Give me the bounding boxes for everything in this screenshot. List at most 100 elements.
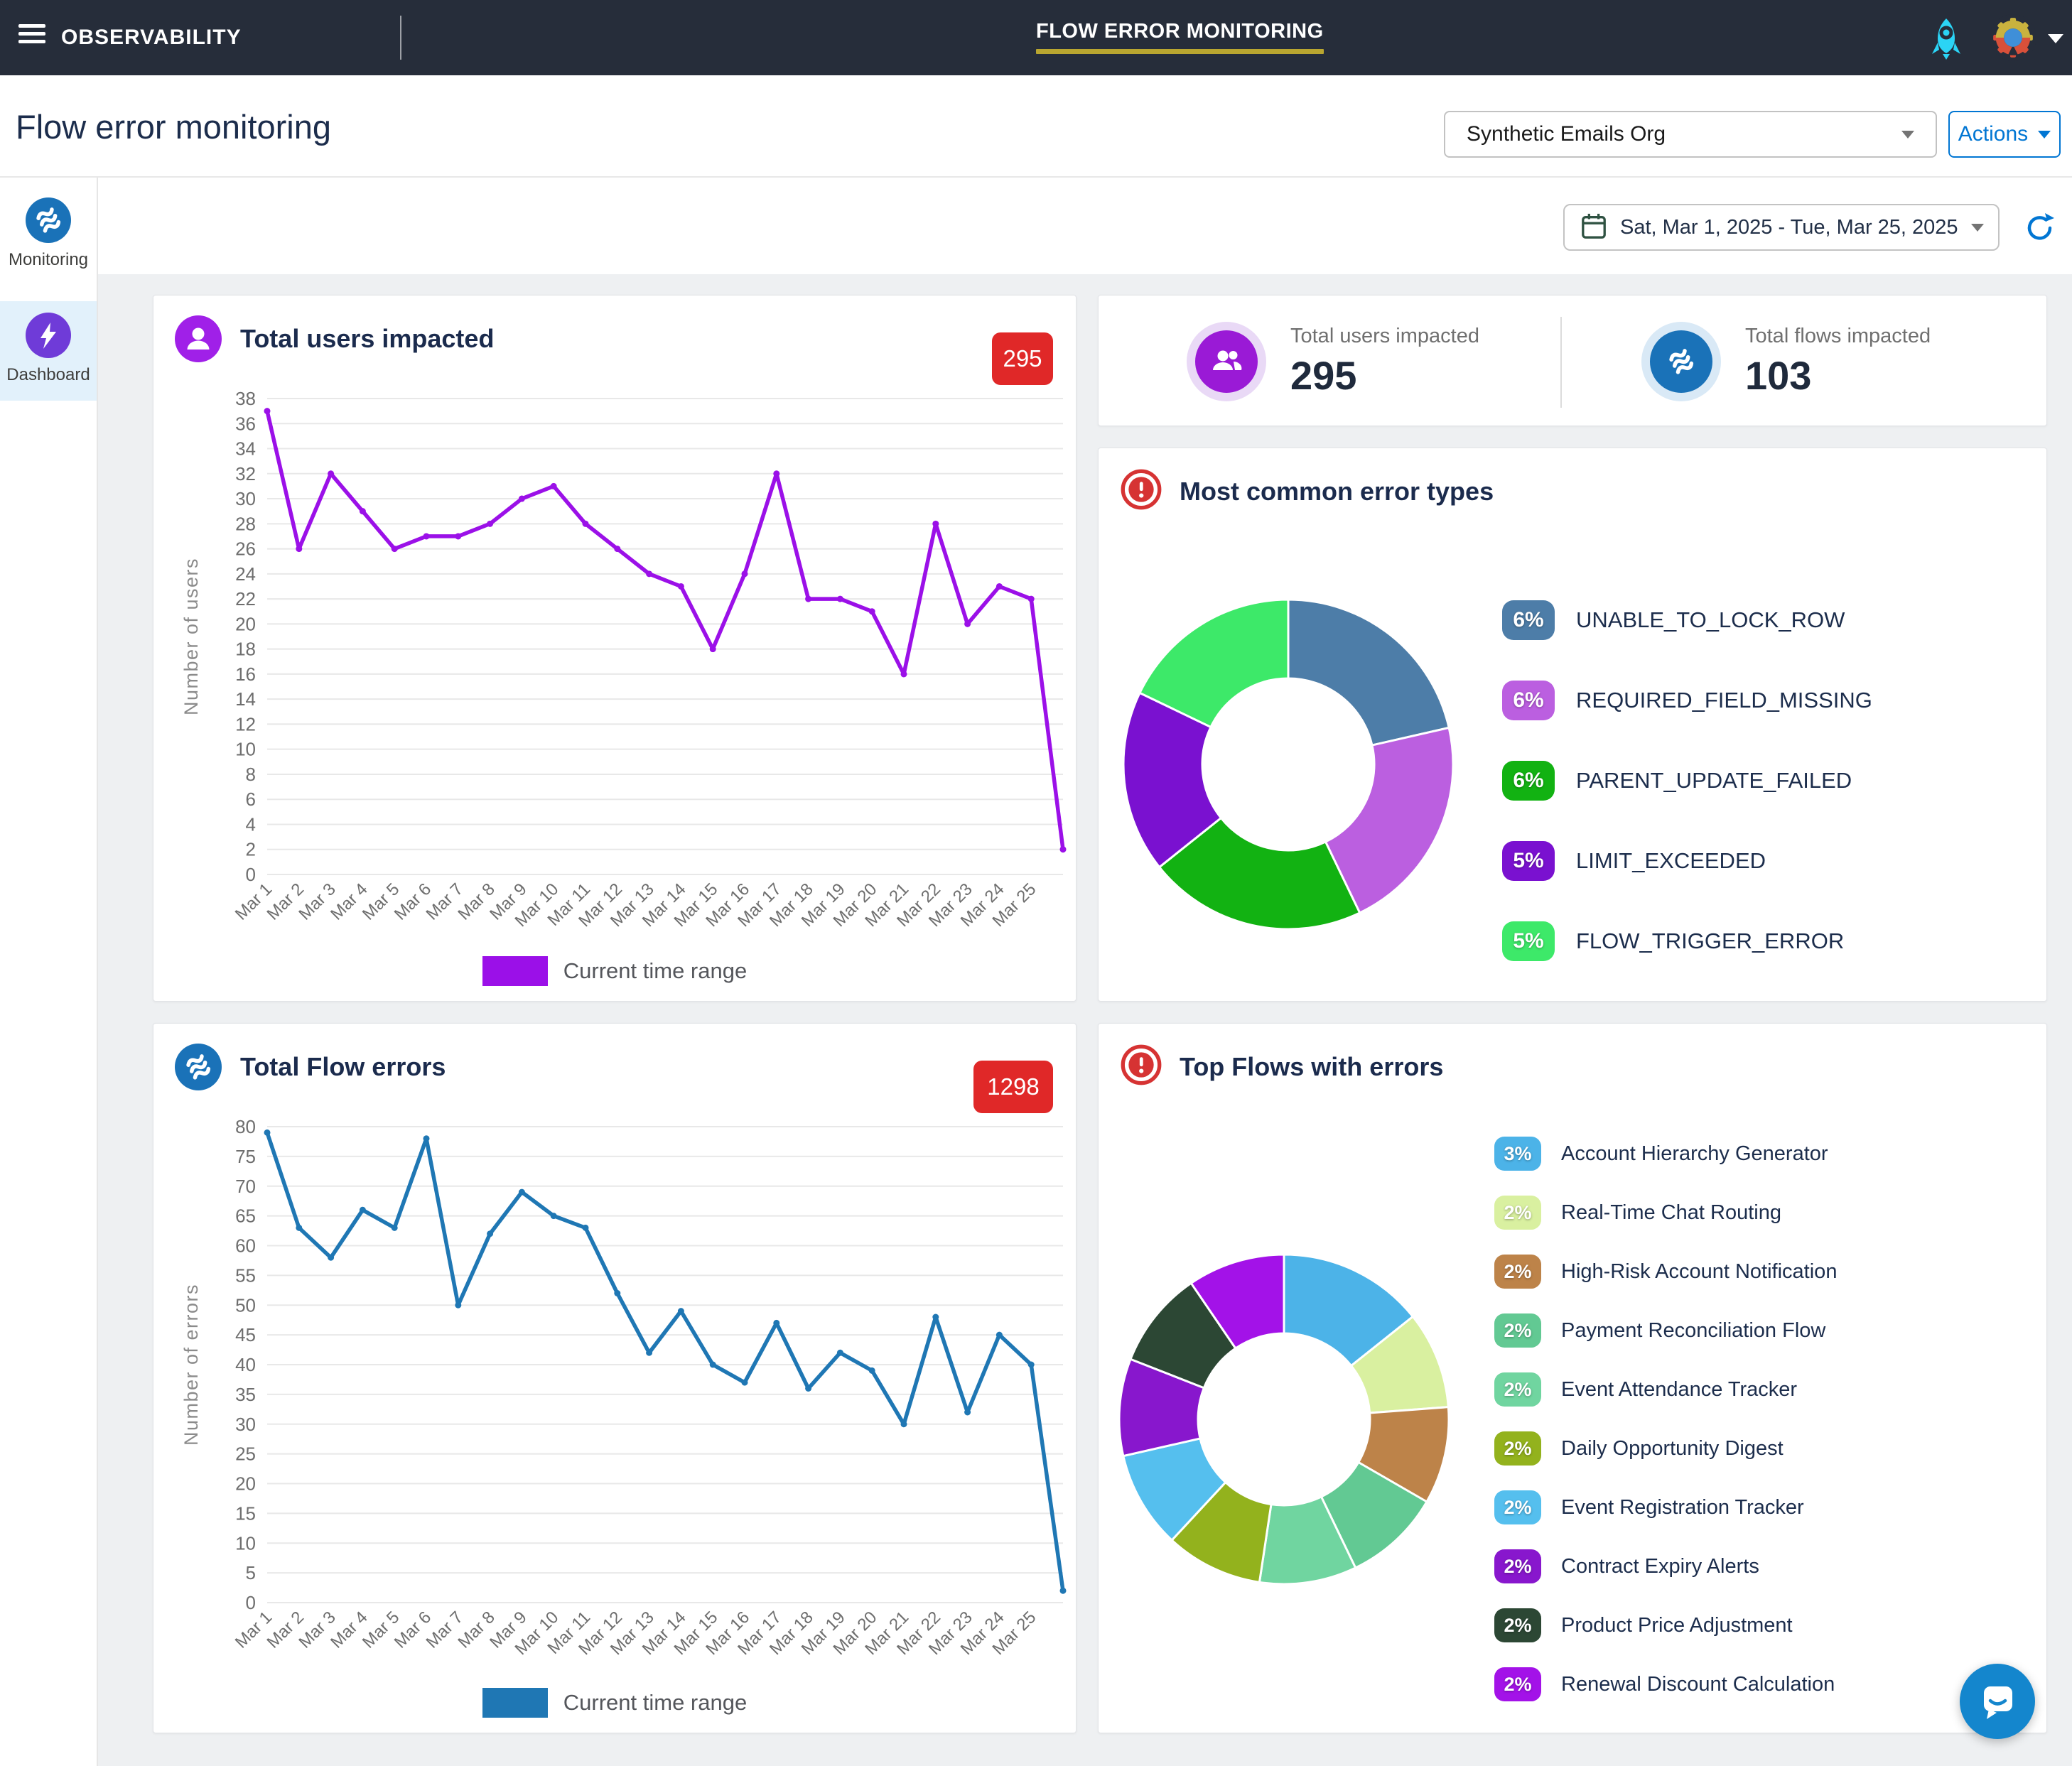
data-point bbox=[677, 583, 684, 590]
app-name: OBSERVABILITY bbox=[61, 26, 242, 49]
y-tick-label: 16 bbox=[235, 663, 256, 685]
stat-value: 295 bbox=[1290, 352, 1357, 398]
data-point bbox=[1027, 595, 1035, 602]
legend-label: Renewal Discount Calculation bbox=[1561, 1672, 1835, 1696]
donut-slice bbox=[1283, 1253, 1415, 1367]
data-point bbox=[836, 1349, 843, 1356]
error-types-legend: 6% UNABLE_TO_LOCK_ROW 6% REQUIRED_FIELD_MIS… bbox=[1502, 600, 2028, 1012]
donut-slice bbox=[1122, 691, 1223, 869]
y-tick-label: 38 bbox=[235, 388, 256, 409]
legend-label: Event Attendance Tracker bbox=[1561, 1377, 1798, 1401]
rocket-icon[interactable] bbox=[1930, 17, 1963, 63]
legend-percent-badge: 5% bbox=[1502, 921, 1555, 961]
donut-slice bbox=[1287, 598, 1450, 747]
legend-swatch bbox=[482, 1688, 548, 1718]
org-selector[interactable]: Synthetic Emails Org bbox=[1444, 111, 1937, 158]
legend-percent-badge: 6% bbox=[1502, 600, 1555, 640]
legend-item: 6% PARENT_UPDATE_FAILED bbox=[1502, 761, 1852, 801]
legend-label: UNABLE_TO_LOCK_ROW bbox=[1576, 607, 1845, 632]
page-title: Flow error monitoring bbox=[16, 107, 332, 146]
stat-divider bbox=[1560, 317, 1562, 408]
x-tick-label: Mar 7 bbox=[423, 1608, 467, 1652]
y-tick-label: 40 bbox=[235, 1354, 256, 1375]
topbar-page-title: FLOW ERROR MONITORING bbox=[1036, 20, 1324, 54]
y-tick-label: 12 bbox=[235, 713, 256, 735]
alert-circle-icon bbox=[1120, 1044, 1162, 1090]
data-point bbox=[423, 1135, 430, 1142]
stat-users: Total users impacted 295 bbox=[1187, 296, 1479, 427]
legend-label: LIMIT_EXCEEDED bbox=[1576, 848, 1766, 873]
data-point bbox=[805, 595, 812, 602]
chat-bubble-icon[interactable] bbox=[1960, 1664, 2035, 1739]
legend-label: Real-Time Chat Routing bbox=[1561, 1201, 1781, 1224]
actions-button[interactable]: Actions bbox=[1948, 111, 2061, 158]
data-point bbox=[423, 533, 430, 540]
data-point bbox=[995, 583, 1003, 590]
card-top-flows-with-errors: Top Flows with errors 3% Account Hierarch… bbox=[1098, 1023, 2047, 1733]
x-tick-label: Mar 4 bbox=[327, 879, 371, 923]
refresh-icon[interactable] bbox=[2024, 212, 2056, 244]
data-point bbox=[487, 520, 494, 527]
date-range-picker[interactable]: Sat, Mar 1, 2025 - Tue, Mar 25, 2025 bbox=[1563, 204, 2000, 251]
data-point bbox=[296, 1224, 303, 1231]
menu-icon[interactable] bbox=[18, 24, 47, 51]
org-selector-value: Synthetic Emails Org bbox=[1467, 122, 1666, 146]
legend-swatch bbox=[482, 956, 548, 986]
chart-legend: Current time range bbox=[153, 1688, 1076, 1718]
data-point bbox=[296, 546, 303, 553]
legend-item: 2% Contract Expiry Alerts bbox=[1494, 1549, 1759, 1583]
x-tick-label: Mar 3 bbox=[295, 879, 339, 923]
x-tick-label: Mar 3 bbox=[295, 1608, 339, 1652]
y-tick-label: 75 bbox=[235, 1146, 256, 1167]
stat-value: 103 bbox=[1745, 352, 1812, 398]
date-range-value: Sat, Mar 1, 2025 - Tue, Mar 25, 2025 bbox=[1620, 215, 1958, 239]
topbar-divider bbox=[400, 16, 401, 60]
data-point bbox=[741, 570, 748, 578]
y-tick-label: 80 bbox=[235, 1116, 256, 1137]
sidebar-item-dashboard[interactable]: Dashboard bbox=[0, 301, 97, 401]
y-tick-label: 36 bbox=[235, 413, 256, 434]
data-point bbox=[518, 495, 525, 502]
data-point bbox=[932, 520, 939, 527]
title-underline bbox=[1036, 49, 1324, 54]
legend-item: 6% UNABLE_TO_LOCK_ROW bbox=[1502, 600, 1845, 640]
profile-caret-icon[interactable] bbox=[2048, 34, 2063, 43]
x-tick-label: Mar 6 bbox=[391, 879, 435, 923]
y-tick-label: 35 bbox=[235, 1384, 256, 1405]
legend-item: 2% Event Registration Tracker bbox=[1494, 1490, 1804, 1524]
legend-percent-badge: 2% bbox=[1494, 1313, 1541, 1348]
sidebar-item-monitoring[interactable]: Monitoring bbox=[0, 197, 97, 270]
data-point bbox=[614, 1290, 621, 1296]
donut-slice bbox=[1189, 1253, 1285, 1350]
x-tick-label: Mar 5 bbox=[359, 879, 403, 923]
data-point bbox=[359, 1206, 366, 1213]
legend-item: 2% Event Attendance Tracker bbox=[1494, 1372, 1797, 1407]
line-series bbox=[265, 408, 1065, 852]
gear-avatar[interactable] bbox=[1990, 14, 2036, 61]
flow-waves-icon bbox=[175, 1044, 222, 1090]
data-point bbox=[900, 671, 907, 678]
y-tick-label: 28 bbox=[235, 513, 256, 534]
y-tick-label: 70 bbox=[235, 1176, 256, 1197]
y-tick-label: 24 bbox=[235, 563, 256, 585]
chevron-down-icon bbox=[2038, 130, 2051, 139]
card-total-flow-errors: Total Flow errors 1298 0 5 10 15 20 25 30 35 40 4… bbox=[153, 1023, 1077, 1733]
user-icon bbox=[175, 315, 222, 362]
y-tick-label: 50 bbox=[235, 1294, 256, 1316]
y-tick-label: 15 bbox=[235, 1502, 256, 1524]
x-tick-label: Mar 6 bbox=[391, 1608, 435, 1652]
data-point bbox=[455, 1301, 462, 1309]
flow-waves-icon bbox=[1641, 321, 1721, 401]
y-tick-label: 30 bbox=[235, 488, 256, 509]
chevron-down-icon bbox=[1970, 223, 1984, 232]
data-point bbox=[582, 520, 589, 527]
x-tick-label: Mar 4 bbox=[327, 1608, 371, 1652]
legend-item: 6% REQUIRED_FIELD_MISSING bbox=[1502, 681, 1872, 720]
actions-button-label: Actions bbox=[1958, 122, 2029, 146]
x-tick-label: Mar 8 bbox=[454, 879, 498, 923]
y-tick-label: 20 bbox=[235, 1473, 256, 1495]
legend-percent-badge: 6% bbox=[1502, 761, 1555, 801]
top-flows-legend: 3% Account Hierarchy Generator 2% Real-Time… bbox=[1494, 1137, 2034, 1705]
data-point bbox=[582, 1224, 589, 1231]
data-point bbox=[995, 1331, 1003, 1338]
